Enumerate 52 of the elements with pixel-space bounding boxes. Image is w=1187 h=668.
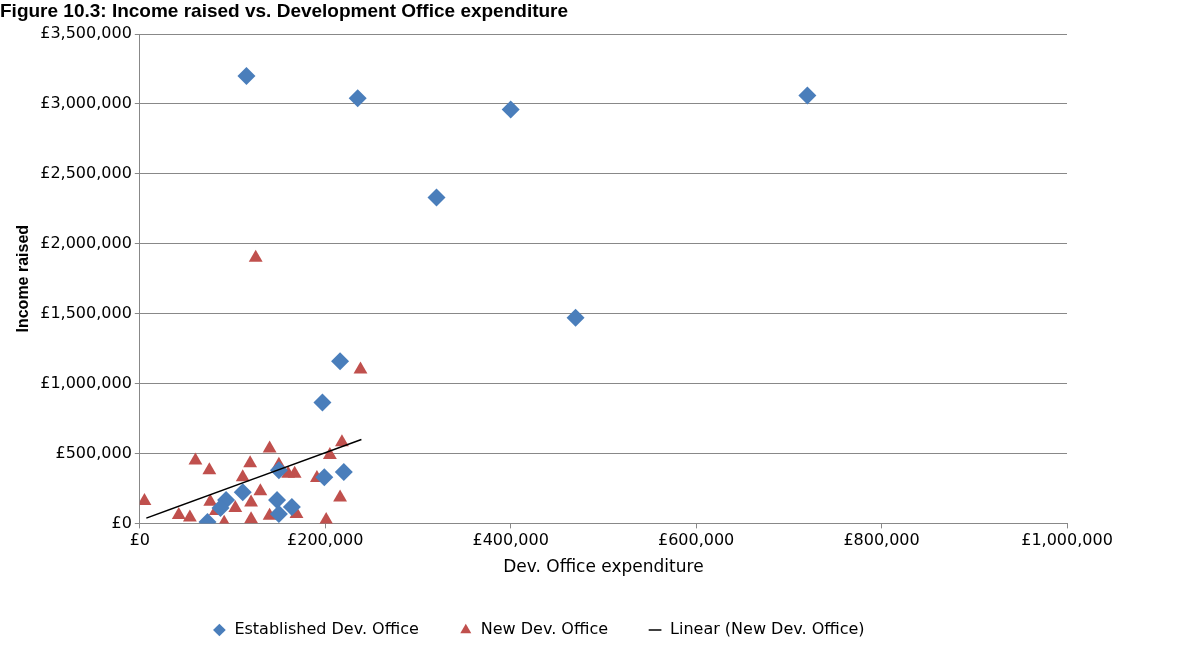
point <box>171 507 186 520</box>
x-tick-label: £800,000 <box>843 530 920 550</box>
x-tick-label: £200,000 <box>287 530 364 550</box>
point <box>427 188 446 207</box>
x-tick-label: £1,000,000 <box>1021 530 1113 550</box>
point <box>501 100 520 119</box>
point <box>262 440 277 453</box>
y-tick-label: £3,000,000 <box>40 93 132 113</box>
point <box>348 89 367 108</box>
y-tick-label: £0 <box>111 512 132 532</box>
y-tick-label: £3,500,000 <box>40 23 132 43</box>
chart-title: Figure 10.3: Income raised vs. Development Office expenditure <box>0 0 569 22</box>
point <box>566 308 585 327</box>
point <box>139 493 152 506</box>
point <box>244 511 258 524</box>
point <box>243 455 258 468</box>
point <box>233 483 252 502</box>
point <box>287 465 302 478</box>
legend-label: Established Dev. Office <box>234 619 419 639</box>
point <box>203 493 218 506</box>
point <box>253 483 268 496</box>
point <box>334 462 353 481</box>
point <box>322 446 337 459</box>
point <box>202 462 217 475</box>
point <box>235 469 250 482</box>
point <box>269 504 288 523</box>
point <box>331 352 350 371</box>
x-tick-label: £400,000 <box>472 530 549 550</box>
point <box>248 249 263 262</box>
y-tick-label: £1,000,000 <box>40 372 132 392</box>
y-tick-label: £2,500,000 <box>40 162 132 182</box>
y-tick-label: £1,500,000 <box>40 302 132 322</box>
point <box>268 490 287 509</box>
legend-label: New Dev. Office <box>480 619 609 639</box>
x-tick-label: £600,000 <box>657 530 735 550</box>
y-axis-title: Income raised <box>14 224 32 333</box>
point <box>353 361 368 374</box>
y-tick-label: £500,000 <box>55 442 132 462</box>
point <box>182 509 197 522</box>
x-tick-label: £0 <box>129 530 150 550</box>
x-axis-title: Dev. Office expenditure <box>503 556 704 577</box>
point <box>315 468 334 487</box>
point <box>313 393 332 412</box>
point <box>282 497 301 516</box>
point <box>237 66 256 85</box>
point <box>798 86 817 105</box>
y-tick-label: £2,000,000 <box>40 232 132 252</box>
point <box>228 500 243 513</box>
point <box>244 494 258 507</box>
legend-label: Linear (New Dev. Office) <box>670 619 865 639</box>
point <box>188 452 203 465</box>
point <box>333 489 348 502</box>
